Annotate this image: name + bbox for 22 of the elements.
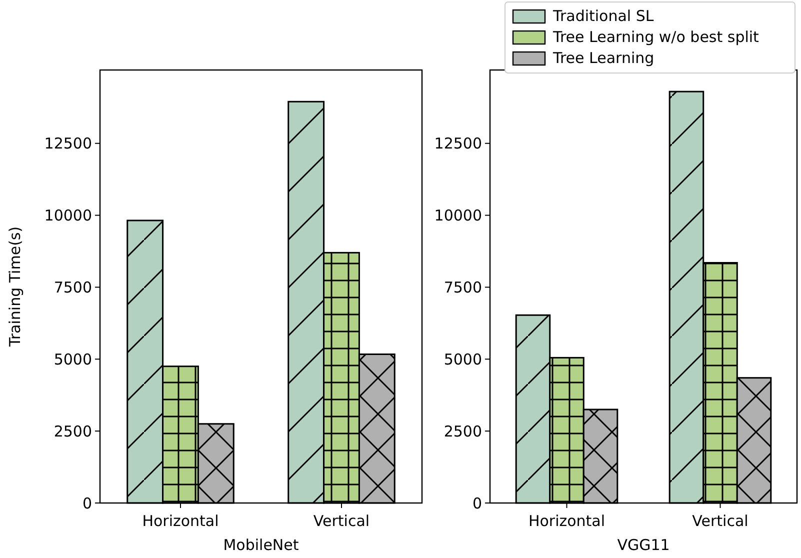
y-tick-label: 0 <box>82 494 92 512</box>
y-axis-title: Training Time(s) <box>6 226 24 348</box>
x-tick-label: Horizontal <box>142 512 219 530</box>
y-tick-label: 5000 <box>444 350 482 368</box>
x-tick-label: Vertical <box>313 512 370 530</box>
y-tick-label: 12500 <box>434 134 482 153</box>
y-tick-label: 10000 <box>434 206 482 225</box>
legend-label: Tree Learning w/o best split <box>552 28 760 46</box>
y-tick-label: 7500 <box>444 278 482 296</box>
y-tick-label: 2500 <box>444 422 482 440</box>
y-tick-label: 7500 <box>54 278 92 296</box>
legend-label: Traditional SL <box>552 7 654 25</box>
x-tick-label: Horizontal <box>528 512 606 530</box>
y-tick-label: 5000 <box>54 350 92 368</box>
y-tick-label: 2500 <box>54 422 92 440</box>
legend-label: Tree Learning <box>552 49 654 67</box>
y-tick-label: 12500 <box>44 134 92 153</box>
x-tick-label: Vertical <box>692 512 748 530</box>
x-axis-title: MobileNet <box>223 536 299 554</box>
y-tick-label: 10000 <box>44 206 92 225</box>
y-tick-label: 0 <box>472 494 482 512</box>
x-axis-title: VGG11 <box>617 536 670 554</box>
